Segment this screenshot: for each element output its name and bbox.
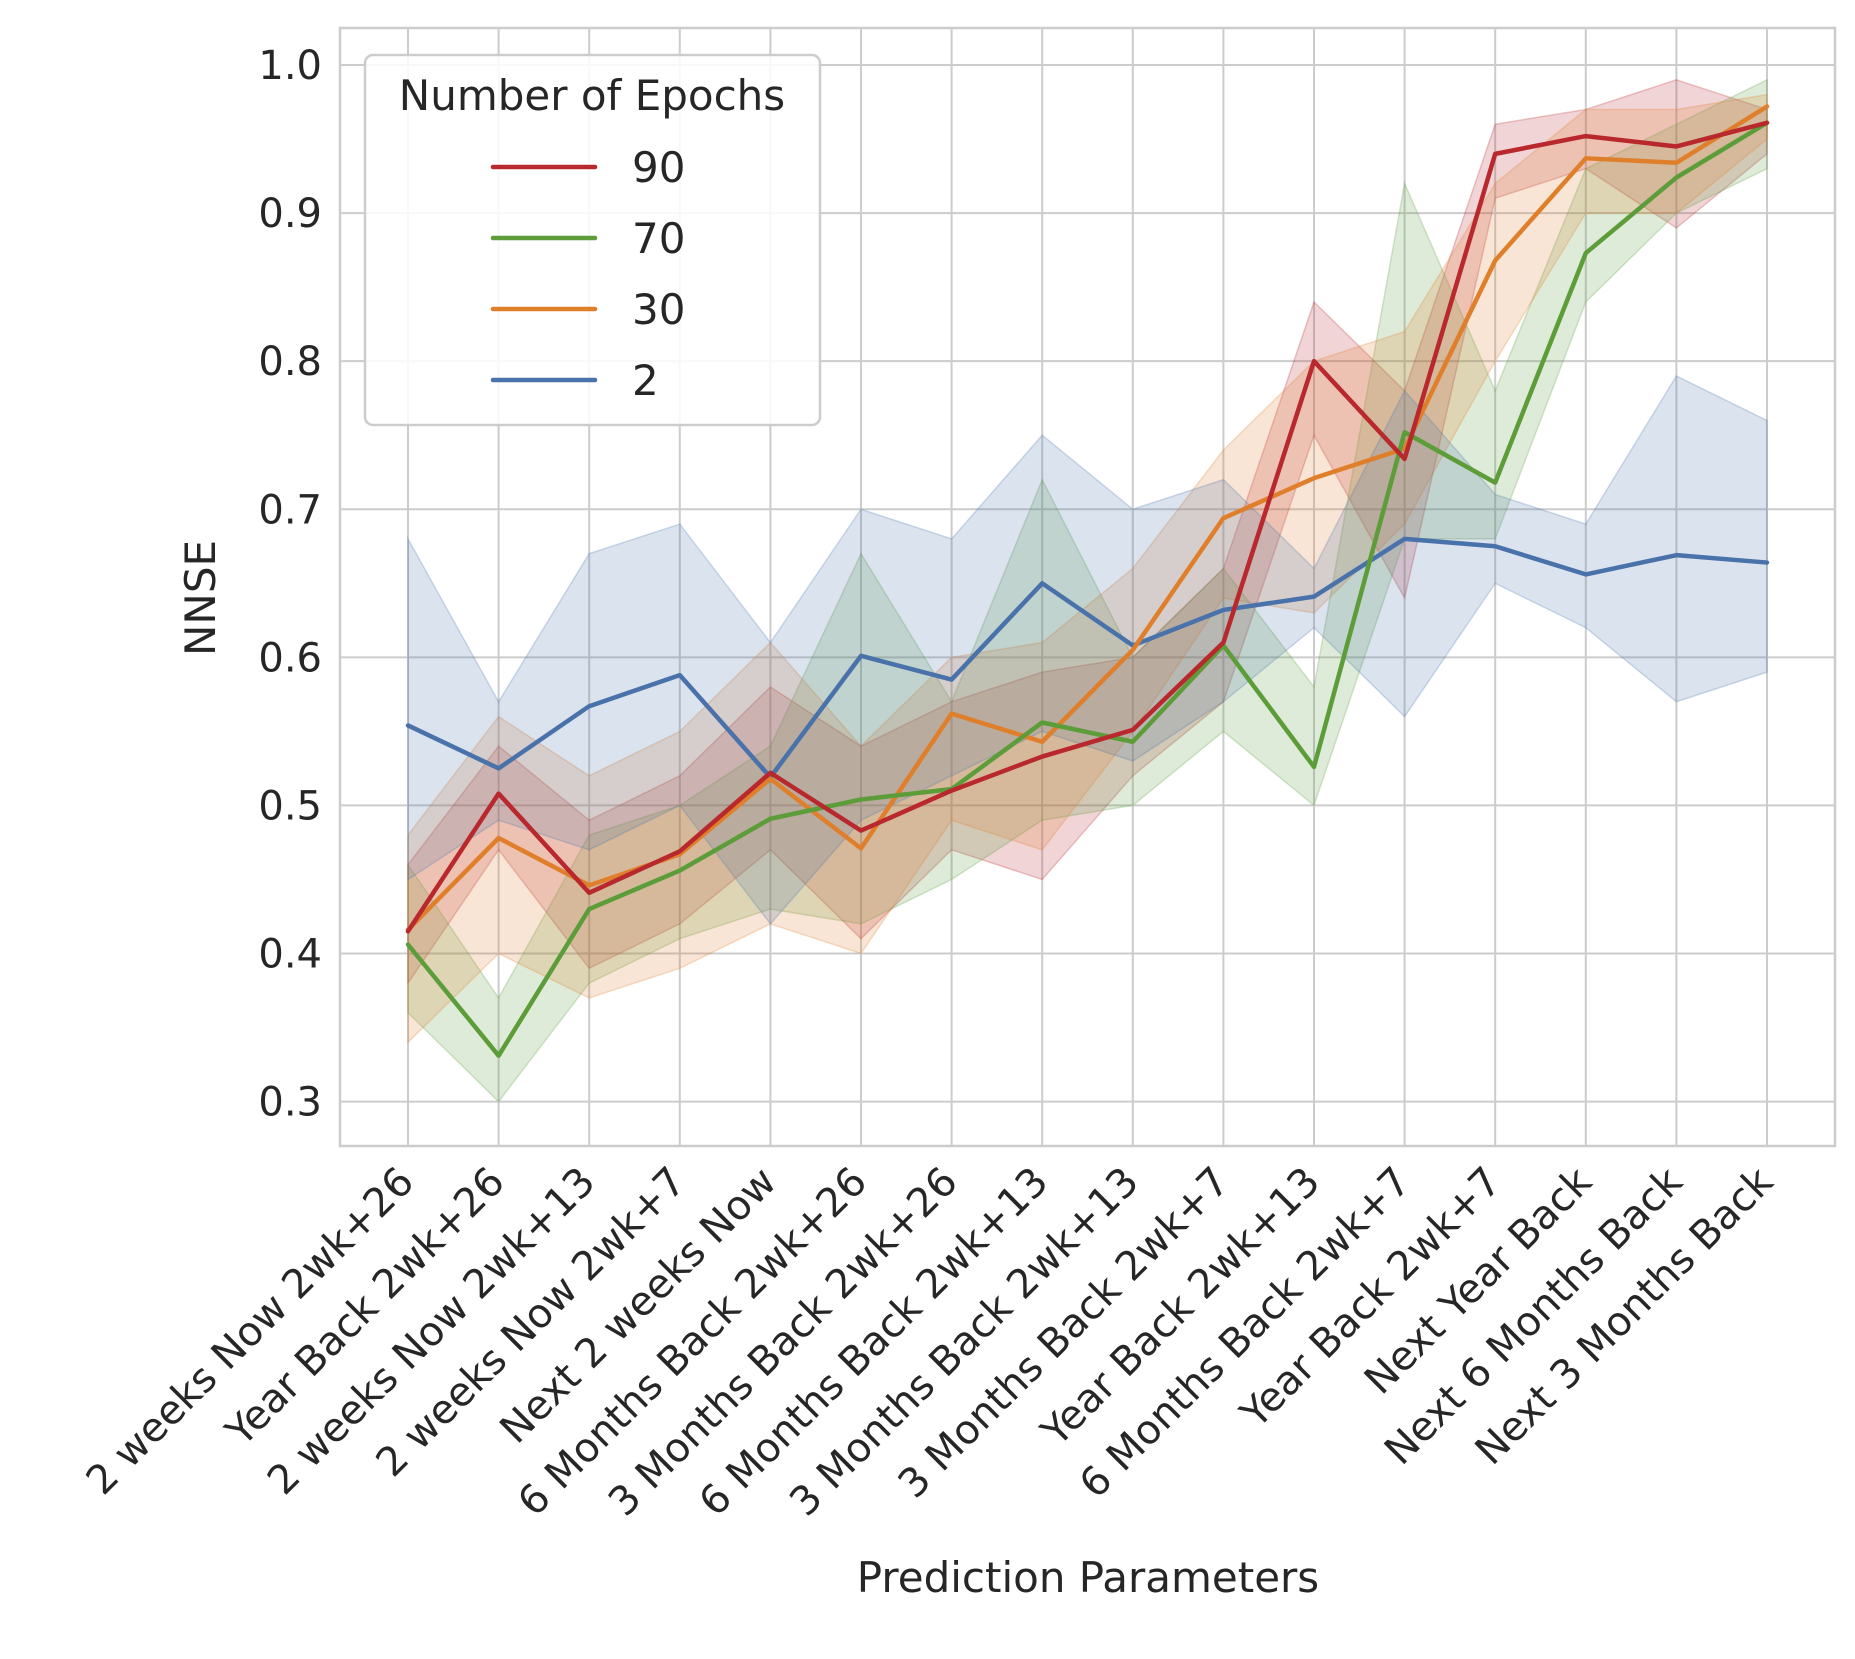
y-tick-label: 0.6	[258, 635, 322, 681]
series-line-90	[405, 120, 1770, 934]
legend: Number of Epochs 90 70 30 2	[363, 53, 822, 427]
y-axis-tick-labels: 0.3 0.4 0.5 0.6 0.7 0.8 0.9 1.0	[258, 43, 322, 1126]
series-line-2	[405, 536, 1770, 780]
y-tick-label: 0.5	[258, 783, 322, 829]
x-axis-label: Prediction Parameters	[857, 1553, 1319, 1602]
series-line-70	[405, 120, 1770, 1058]
y-tick-label: 0.4	[258, 931, 322, 977]
y-tick-label: 0.3	[258, 1080, 322, 1126]
plot-area-frame	[338, 26, 1837, 1148]
y-tick-label: 1.0	[258, 43, 322, 89]
series-lines	[405, 104, 1770, 1058]
confidence-band-series-30	[407, 93, 1768, 1045]
confidence-band-series-90	[407, 79, 1768, 986]
y-tick-label: 0.8	[258, 339, 322, 385]
legend-items: 90 70 30 2	[490, 143, 685, 405]
legend-label-2: 2	[632, 356, 659, 405]
confidence-band-series-70	[407, 78, 1768, 1103]
legend-label-70: 70	[632, 214, 685, 263]
legend-label-30: 30	[632, 285, 685, 334]
confidence-band-series-2	[407, 375, 1768, 926]
y-tick-label: 0.7	[258, 487, 322, 533]
legend-label-90: 90	[632, 143, 685, 192]
confidence-bands	[407, 78, 1768, 1103]
y-axis-label: NNSE	[176, 540, 225, 656]
legend-title: Number of Epochs	[399, 71, 785, 120]
y-tick-label: 0.9	[258, 191, 322, 237]
